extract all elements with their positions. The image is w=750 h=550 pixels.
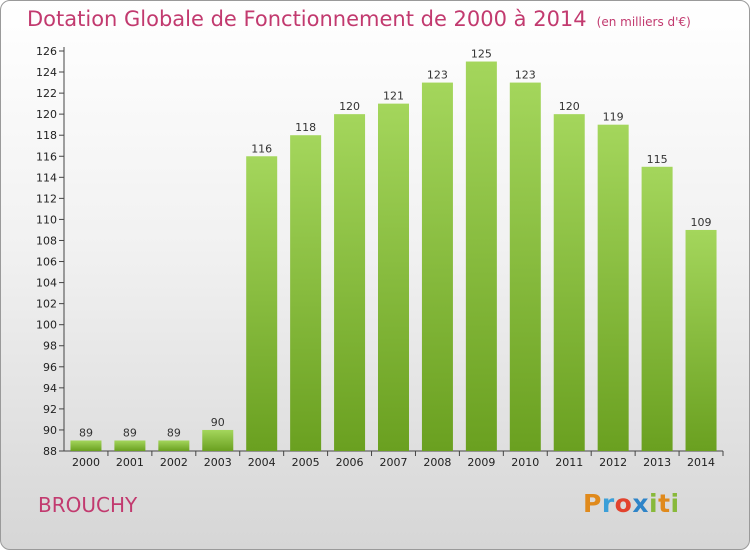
y-tick-label: 114 xyxy=(36,171,57,184)
data-label: 123 xyxy=(427,69,448,82)
bar xyxy=(158,440,190,451)
proxiti-logo[interactable]: Proxiti xyxy=(583,489,680,518)
data-label: 116 xyxy=(251,142,272,155)
y-tick-label: 110 xyxy=(36,213,57,226)
data-label: 119 xyxy=(603,111,624,124)
bar xyxy=(202,429,234,451)
data-label: 125 xyxy=(471,48,492,61)
y-tick-label: 100 xyxy=(36,319,57,332)
y-tick-label: 104 xyxy=(36,277,57,290)
bar xyxy=(70,440,102,451)
data-label: 89 xyxy=(123,426,137,439)
x-tick-label: 2003 xyxy=(204,456,232,469)
x-tick-label: 2006 xyxy=(336,456,364,469)
y-tick-label: 112 xyxy=(36,192,57,205)
bar xyxy=(597,124,629,452)
commune-name: BROUCHY xyxy=(38,493,138,517)
y-tick-label: 102 xyxy=(36,298,57,311)
y-tick-label: 122 xyxy=(36,87,57,100)
y-tick-label: 90 xyxy=(43,424,57,437)
y-tick-label: 94 xyxy=(43,382,57,395)
y-tick-label: 106 xyxy=(36,256,57,269)
chart-unit: (en milliers d'€) xyxy=(596,15,691,29)
data-label: 123 xyxy=(515,69,536,82)
y-tick-label: 116 xyxy=(36,150,57,163)
y-tick-label: 108 xyxy=(36,234,57,247)
data-label: 120 xyxy=(559,100,580,113)
data-label: 120 xyxy=(339,100,360,113)
y-tick-label: 120 xyxy=(36,108,57,121)
x-tick-label: 2011 xyxy=(555,456,583,469)
bar xyxy=(290,135,322,452)
data-label: 89 xyxy=(79,426,93,439)
x-tick-label: 2012 xyxy=(599,456,627,469)
x-tick-label: 2001 xyxy=(116,456,144,469)
data-label: 118 xyxy=(295,121,316,134)
y-tick-label: 98 xyxy=(43,340,57,353)
bar xyxy=(114,440,146,451)
x-tick-label: 2005 xyxy=(292,456,320,469)
x-tick-label: 2013 xyxy=(643,456,671,469)
bar xyxy=(246,156,278,451)
x-tick-label: 2014 xyxy=(687,456,715,469)
chart-title-text: Dotation Globale de Fonctionnement de 20… xyxy=(27,7,587,31)
data-label: 109 xyxy=(691,216,712,229)
data-label: 121 xyxy=(383,90,404,103)
bar xyxy=(334,114,366,451)
bar xyxy=(421,82,453,451)
bar xyxy=(509,82,541,451)
x-tick-label: 2008 xyxy=(423,456,451,469)
y-tick-label: 92 xyxy=(43,403,57,416)
data-label: 89 xyxy=(167,426,181,439)
x-tick-label: 2007 xyxy=(380,456,408,469)
bar xyxy=(641,166,673,451)
x-tick-label: 2002 xyxy=(160,456,188,469)
x-tick-label: 2004 xyxy=(248,456,276,469)
x-tick-label: 2009 xyxy=(467,456,495,469)
x-tick-label: 2010 xyxy=(511,456,539,469)
bar xyxy=(378,103,409,451)
bar xyxy=(685,229,717,451)
y-tick-label: 88 xyxy=(43,445,57,458)
bar xyxy=(465,61,497,452)
data-label: 115 xyxy=(647,153,668,166)
bar xyxy=(553,114,585,451)
data-label: 90 xyxy=(211,416,225,429)
y-tick-label: 96 xyxy=(43,361,57,374)
y-tick-label: 118 xyxy=(36,129,57,142)
y-tick-label: 124 xyxy=(36,66,57,79)
x-tick-label: 2000 xyxy=(72,456,100,469)
y-tick-label: 126 xyxy=(36,45,57,58)
chart-title: Dotation Globale de Fonctionnement de 20… xyxy=(27,7,691,31)
